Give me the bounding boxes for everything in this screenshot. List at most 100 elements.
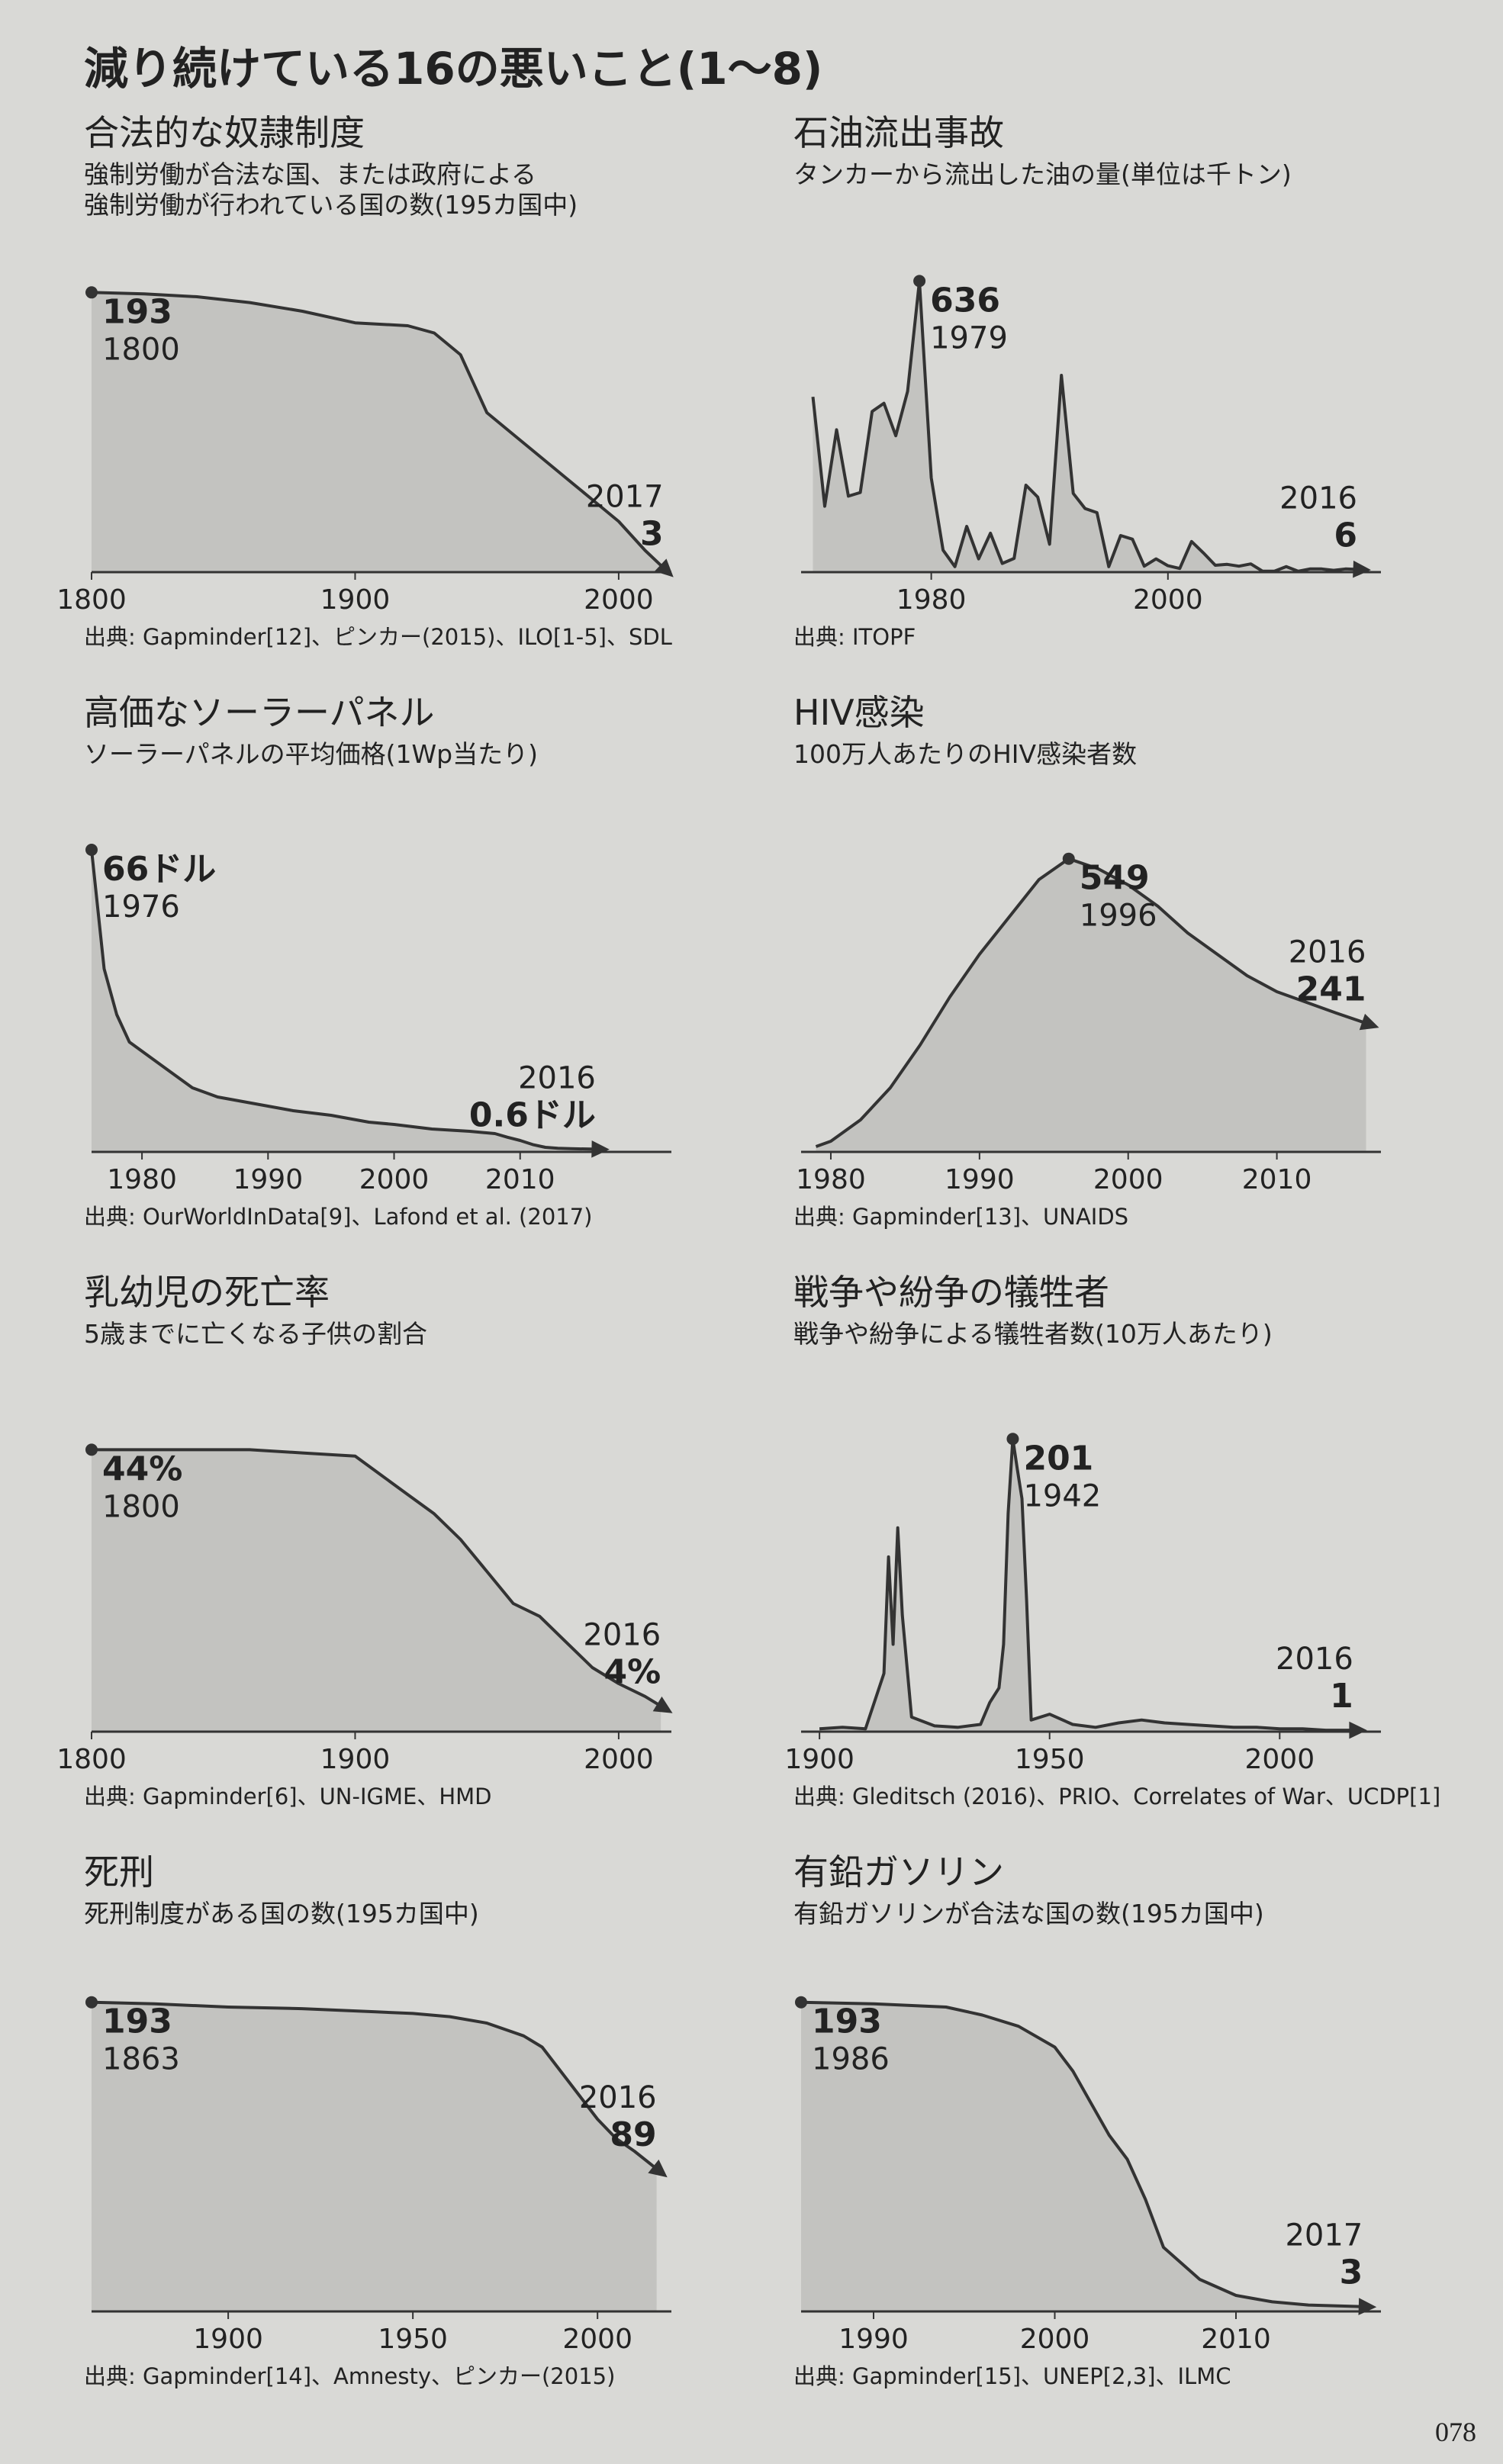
chart-title: 石油流出事故 bbox=[793, 112, 1004, 153]
line bbox=[91, 2000, 658, 2170]
x-tick-label: 2000 bbox=[584, 1744, 654, 1775]
peak-value-label: 44% bbox=[102, 1449, 182, 1488]
peak-value-label: 193 bbox=[812, 2002, 882, 2041]
end-year-label: 2016 bbox=[1279, 481, 1357, 516]
peak-point bbox=[795, 1996, 807, 2009]
peak-year-label: 1863 bbox=[102, 2042, 180, 2077]
x-tick-label: 1990 bbox=[838, 2324, 909, 2355]
x-tick-label: 1900 bbox=[193, 2324, 263, 2355]
x-tick-label: 1950 bbox=[378, 2324, 448, 2355]
x-tick-label: 2000 bbox=[1093, 1164, 1163, 1195]
peak-value-label: 66ドル bbox=[102, 850, 216, 889]
x-tick-label: 2000 bbox=[1133, 584, 1203, 616]
page-number: 078 bbox=[1435, 2417, 1476, 2447]
chart-title: HIV感染 bbox=[793, 692, 925, 733]
chart-source: 出典: Gapminder[13]、UNAIDS bbox=[793, 1204, 1128, 1230]
end-value-label: 3 bbox=[1340, 2253, 1363, 2292]
area bbox=[92, 850, 596, 1152]
line-arrow bbox=[652, 1696, 673, 1713]
area bbox=[92, 1449, 661, 1732]
line-arrow bbox=[591, 1140, 610, 1158]
chart-subtitle: 強制労働が行われている国の数(195カ国中) bbox=[84, 190, 578, 220]
end-value-label: 3 bbox=[640, 514, 664, 553]
page-title: 減り続けている16の悪いこと(1〜8) bbox=[84, 43, 822, 95]
chart-subtitle: 死刑制度がある国の数(195カ国中) bbox=[84, 1899, 479, 1928]
x-tick-label: 2000 bbox=[562, 2324, 632, 2355]
chart-subtitle: 有鉛ガソリンが合法な国の数(195カ国中) bbox=[793, 1899, 1264, 1928]
chart-subtitle: 100万人あたりのHIV感染者数 bbox=[793, 739, 1137, 769]
chart-source: 出典: Gleditsch (2016)、PRIO、Correlates of … bbox=[793, 1784, 1440, 1809]
x-tick-label: 1900 bbox=[320, 1744, 391, 1775]
chart-title: 乳幼児の死亡率 bbox=[84, 1272, 330, 1313]
area bbox=[816, 858, 1366, 1152]
peak-year-label: 1976 bbox=[102, 889, 180, 925]
peak-value-label: 193 bbox=[102, 2002, 172, 2041]
line bbox=[800, 2000, 1363, 2308]
peak-point bbox=[1006, 1433, 1019, 1446]
x-tick-label: 1980 bbox=[796, 1164, 866, 1195]
chart-subtitle: ソーラーパネルの平均価格(1Wp当たり) bbox=[84, 739, 538, 769]
x-tick-label: 2000 bbox=[584, 584, 654, 616]
peak-point bbox=[85, 1996, 98, 2009]
area bbox=[801, 2002, 1363, 2311]
chart-source: 出典: Gapminder[14]、Amnesty、ピンカー(2015) bbox=[84, 2363, 615, 2389]
peak-year-label: 1986 bbox=[812, 2042, 890, 2077]
peak-year-label: 1800 bbox=[102, 332, 180, 367]
end-year-label: 2016 bbox=[1276, 1642, 1353, 1677]
peak-value-label: 201 bbox=[1023, 1439, 1093, 1478]
peak-point bbox=[1062, 852, 1075, 865]
chart-source: 出典: Gapminder[15]、UNEP[2,3]、ILMC bbox=[793, 2363, 1231, 2389]
x-tick-label: 1800 bbox=[56, 1744, 127, 1775]
chart-subtitle: 強制労働が合法な国、または政府による bbox=[84, 159, 536, 189]
chart-subtitle: 戦争や紛争による犠牲者数(10万人あたり) bbox=[793, 1319, 1273, 1349]
area bbox=[813, 281, 1357, 572]
x-tick-label: 1980 bbox=[896, 584, 967, 616]
x-tick-label: 2010 bbox=[485, 1164, 555, 1195]
area bbox=[92, 292, 664, 572]
chart-source: 出典: Gapminder[6]、UN-IGME、HMD bbox=[84, 1784, 492, 1809]
chart-title: 有鉛ガソリン bbox=[793, 1851, 1004, 1893]
peak-point bbox=[85, 286, 98, 299]
x-tick-label: 1900 bbox=[784, 1744, 854, 1775]
line bbox=[90, 849, 596, 1151]
peak-point bbox=[913, 275, 926, 288]
end-value-label: 0.6ドル bbox=[469, 1095, 596, 1134]
end-value-label: 241 bbox=[1296, 970, 1366, 1008]
end-year-label: 2016 bbox=[579, 2080, 657, 2115]
line bbox=[91, 291, 665, 569]
line bbox=[92, 1448, 662, 1708]
peak-value-label: 636 bbox=[930, 281, 1000, 320]
end-year-label: 2016 bbox=[518, 1060, 596, 1095]
end-year-label: 2017 bbox=[586, 479, 664, 514]
end-value-label: 4% bbox=[603, 1652, 661, 1691]
chart-source: 出典: Gapminder[12]、ピンカー(2015)、ILO[1-5]、SD… bbox=[84, 624, 672, 650]
x-tick-label: 1900 bbox=[320, 584, 391, 616]
x-tick-label: 1990 bbox=[233, 1164, 303, 1195]
chart-title: 戦争や紛争の犠牲者 bbox=[793, 1272, 1109, 1313]
line-arrow bbox=[1349, 1721, 1367, 1739]
chart-subtitle: 5歳までに亡くなる子供の割合 bbox=[84, 1319, 427, 1349]
end-year-label: 2017 bbox=[1285, 2218, 1363, 2253]
end-value-label: 1 bbox=[1330, 1677, 1353, 1716]
peak-point bbox=[85, 1443, 98, 1456]
chart-source: 出典: OurWorldInData[9]、Lafond et al. (201… bbox=[84, 1204, 593, 1230]
chart-subtitle: タンカーから流出した油の量(単位は千トン) bbox=[793, 159, 1292, 189]
end-year-label: 2016 bbox=[583, 1617, 661, 1652]
peak-year-label: 1800 bbox=[102, 1489, 180, 1524]
peak-year-label: 1942 bbox=[1023, 1478, 1101, 1513]
peak-point bbox=[85, 844, 98, 856]
chart-source: 出典: ITOPF bbox=[793, 624, 916, 650]
peak-year-label: 1996 bbox=[1080, 899, 1157, 934]
peak-value-label: 193 bbox=[102, 292, 172, 331]
peak-year-label: 1979 bbox=[930, 320, 1008, 355]
line-arrow bbox=[1359, 1013, 1379, 1031]
x-tick-label: 1800 bbox=[56, 584, 127, 616]
line-arrow bbox=[1353, 560, 1371, 578]
area bbox=[92, 2002, 657, 2311]
x-tick-label: 2000 bbox=[359, 1164, 430, 1195]
end-year-label: 2016 bbox=[1289, 934, 1366, 970]
x-tick-label: 2010 bbox=[1242, 1164, 1312, 1195]
x-tick-label: 1980 bbox=[107, 1164, 177, 1195]
end-value-label: 6 bbox=[1334, 516, 1357, 555]
